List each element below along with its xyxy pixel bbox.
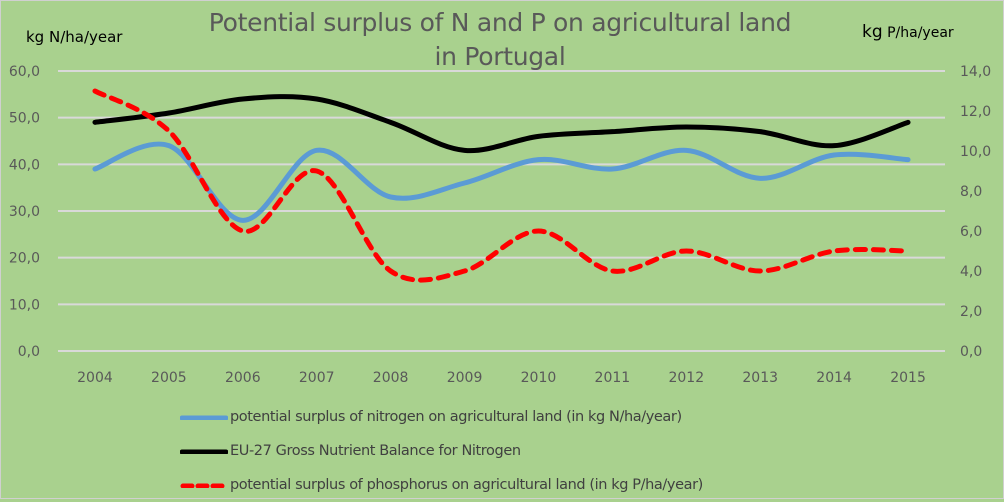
x-tick-label: 2008 bbox=[373, 370, 409, 386]
legend-item-nitrogen: potential surplus of nitrogen on agricul… bbox=[180, 400, 703, 434]
y-right-tick-label: 10,0 bbox=[960, 144, 991, 160]
y-right-tick-label: 0,0 bbox=[960, 344, 982, 360]
y-axis-left-ticks: 0,0 10,0 20,0 30,0 40,0 50,0 60,0 bbox=[9, 64, 40, 360]
series-line-2 bbox=[95, 91, 908, 280]
y-left-tick-label: 10,0 bbox=[9, 297, 40, 313]
x-tick-label: 2015 bbox=[890, 370, 926, 386]
x-tick-label: 2004 bbox=[77, 370, 113, 386]
y-left-tick-label: 0,0 bbox=[18, 344, 40, 360]
gridlines bbox=[58, 71, 945, 351]
y-left-tick-label: 40,0 bbox=[9, 157, 40, 173]
legend-label-phosphorus: potential surplus of phosphorus on agric… bbox=[230, 477, 703, 493]
x-tick-label: 2010 bbox=[521, 370, 557, 386]
y-right-tick-label: 6,0 bbox=[960, 224, 982, 240]
x-tick-label: 2005 bbox=[151, 370, 187, 386]
legend-swatch-phosphorus bbox=[180, 483, 228, 488]
legend-label-eu27: EU-27 Gross Nutrient Balance for Nitroge… bbox=[230, 443, 521, 459]
series-lines bbox=[95, 91, 908, 280]
x-tick-label: 2012 bbox=[668, 370, 704, 386]
legend-swatch-nitrogen bbox=[180, 415, 228, 420]
legend: potential surplus of nitrogen on agricul… bbox=[180, 400, 703, 502]
y-right-tick-label: 14,0 bbox=[960, 64, 991, 80]
legend-item-phosphorus: potential surplus of phosphorus on agric… bbox=[180, 468, 703, 502]
y-left-tick-label: 30,0 bbox=[9, 204, 40, 220]
x-tick-label: 2009 bbox=[447, 370, 483, 386]
x-tick-label: 2013 bbox=[742, 370, 778, 386]
x-tick-label: 2014 bbox=[816, 370, 852, 386]
legend-item-eu27: EU-27 Gross Nutrient Balance for Nitroge… bbox=[180, 434, 703, 468]
series-line-1 bbox=[95, 97, 908, 151]
y-left-tick-label: 60,0 bbox=[9, 64, 40, 80]
x-axis-ticks: 2004 2005 2006 2007 2008 2009 2010 2011 2012 2013… bbox=[77, 370, 926, 386]
x-tick-label: 2006 bbox=[225, 370, 261, 386]
y-axis-right-ticks: 0,0 2,0 4,0 6,0 8,0 10,0 12,0 14,0 bbox=[960, 64, 991, 360]
y-right-tick-label: 8,0 bbox=[960, 184, 982, 200]
y-right-tick-label: 12,0 bbox=[960, 104, 991, 120]
y-right-tick-label: 2,0 bbox=[960, 304, 982, 320]
y-left-tick-label: 20,0 bbox=[9, 251, 40, 267]
series-line-0 bbox=[95, 144, 908, 220]
y-left-tick-label: 50,0 bbox=[9, 111, 40, 127]
legend-label-nitrogen: potential surplus of nitrogen on agricul… bbox=[230, 409, 682, 425]
legend-swatch-eu27 bbox=[180, 449, 228, 454]
x-tick-label: 2007 bbox=[299, 370, 335, 386]
y-right-tick-label: 4,0 bbox=[960, 264, 982, 280]
x-tick-label: 2011 bbox=[595, 370, 631, 386]
